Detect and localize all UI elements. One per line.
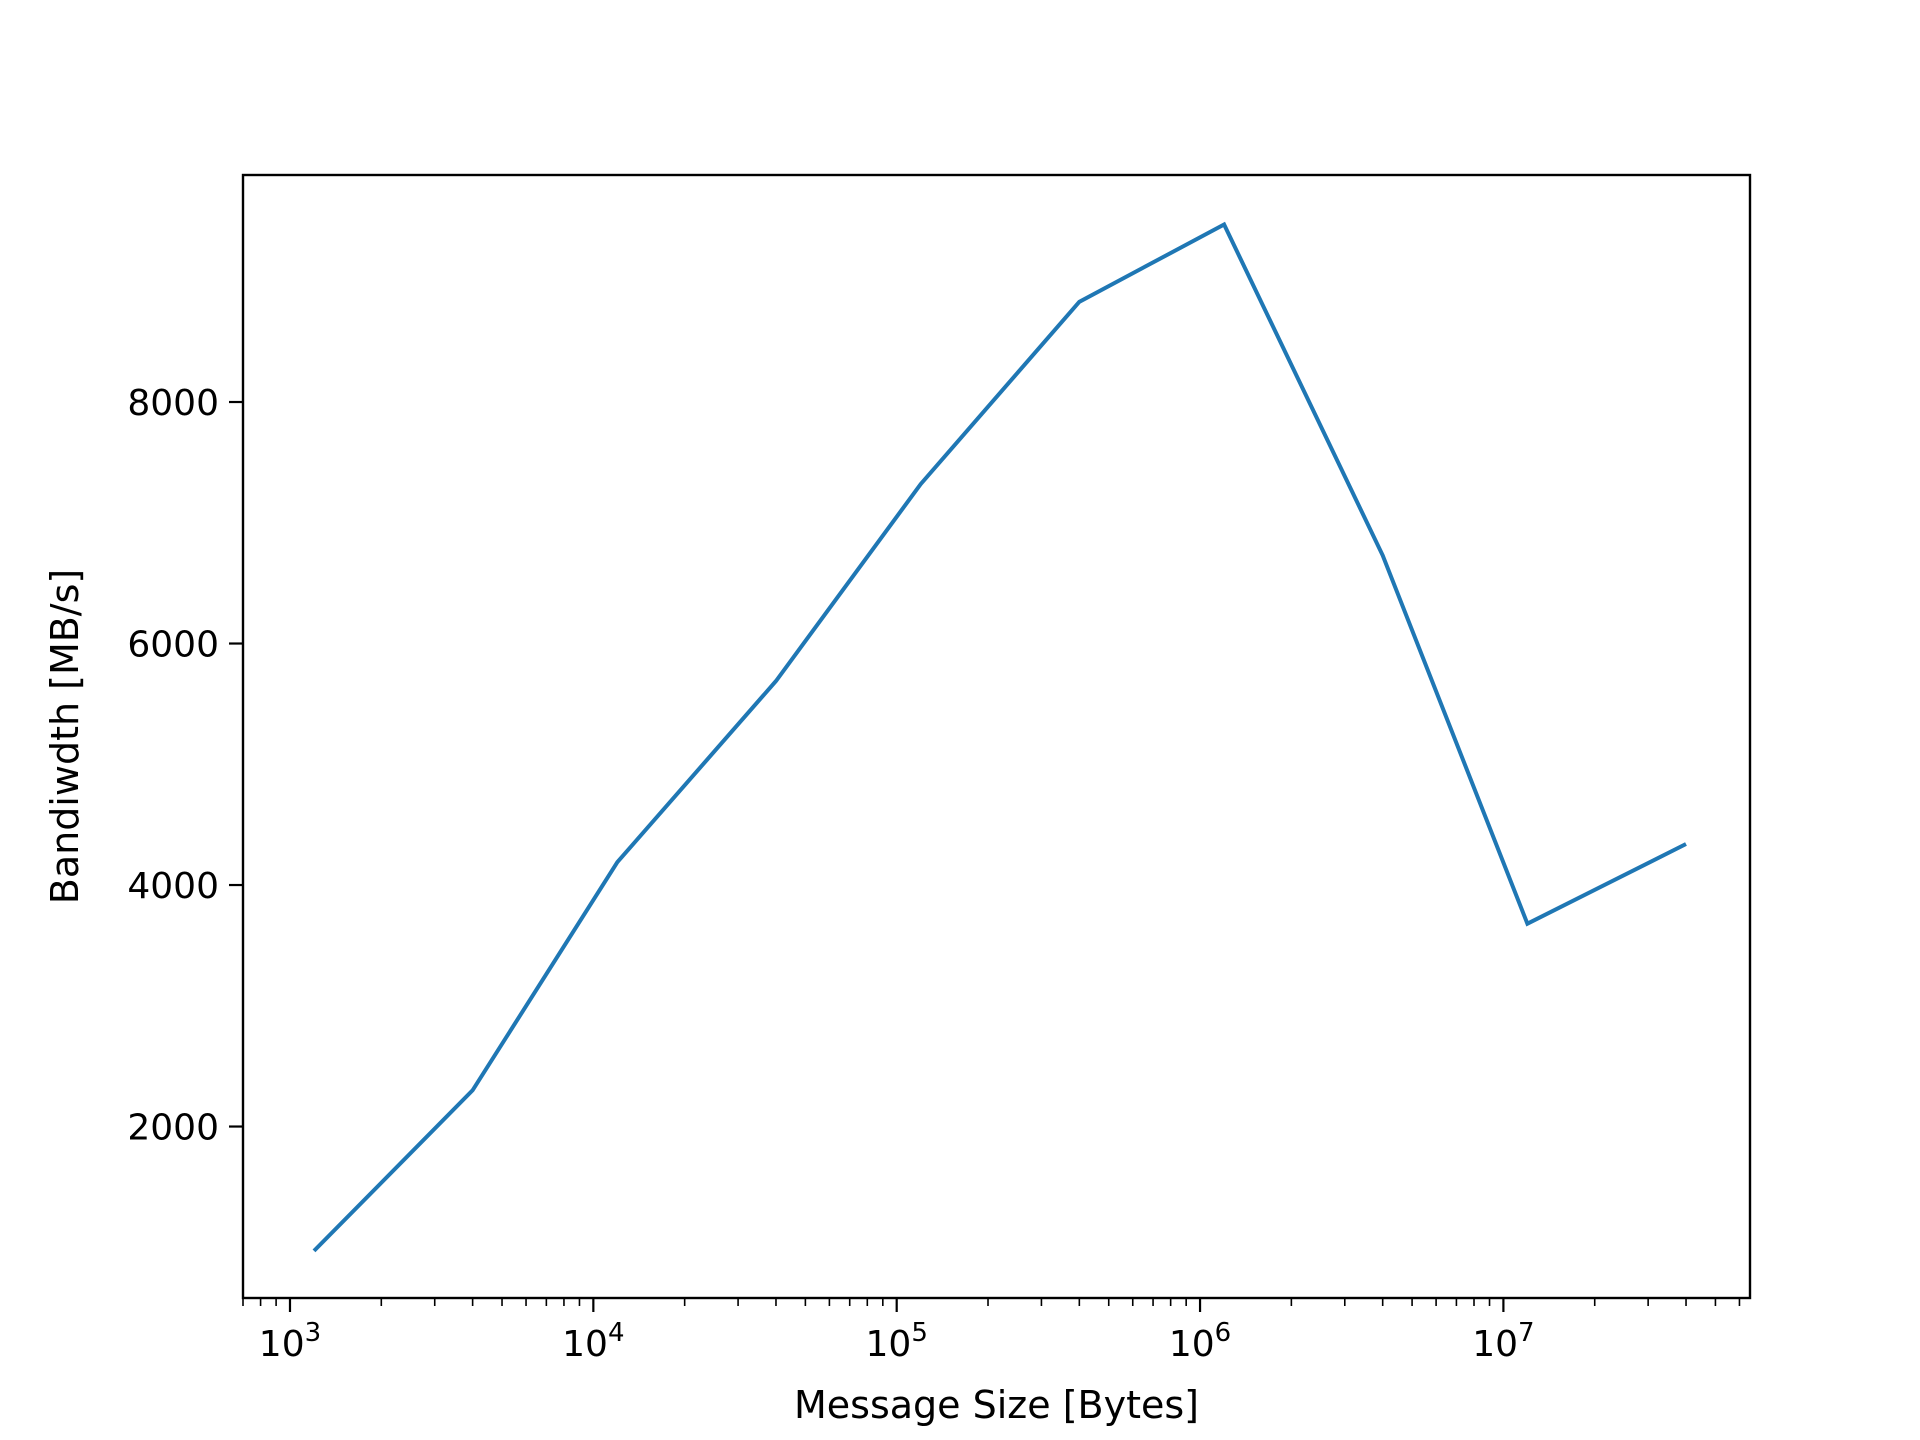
x-axis-ticks: 103 104 105 106 107 (242, 1298, 1741, 1365)
x-tick-label: 105 (866, 1318, 928, 1365)
series-line (312, 221, 1687, 1253)
y-axis-ticks: 2000 4000 6000 8000 (127, 383, 243, 1149)
x-axis-label: Message Size [Bytes] (794, 1383, 1199, 1427)
plot-frame (241, 173, 1752, 1300)
y-tick-label: 2000 (127, 1108, 219, 1149)
x-tick-label: 103 (259, 1318, 321, 1365)
y-tick-label: 6000 (127, 625, 219, 666)
x-tick-label: 107 (1472, 1318, 1534, 1365)
x-tick-label: 104 (562, 1318, 624, 1365)
y-tick-label: 8000 (127, 383, 219, 424)
y-tick-label: 4000 (127, 866, 219, 907)
x-tick-label: 106 (1169, 1318, 1231, 1365)
y-axis-label: Bandiwdth [MB/s] (43, 569, 87, 905)
